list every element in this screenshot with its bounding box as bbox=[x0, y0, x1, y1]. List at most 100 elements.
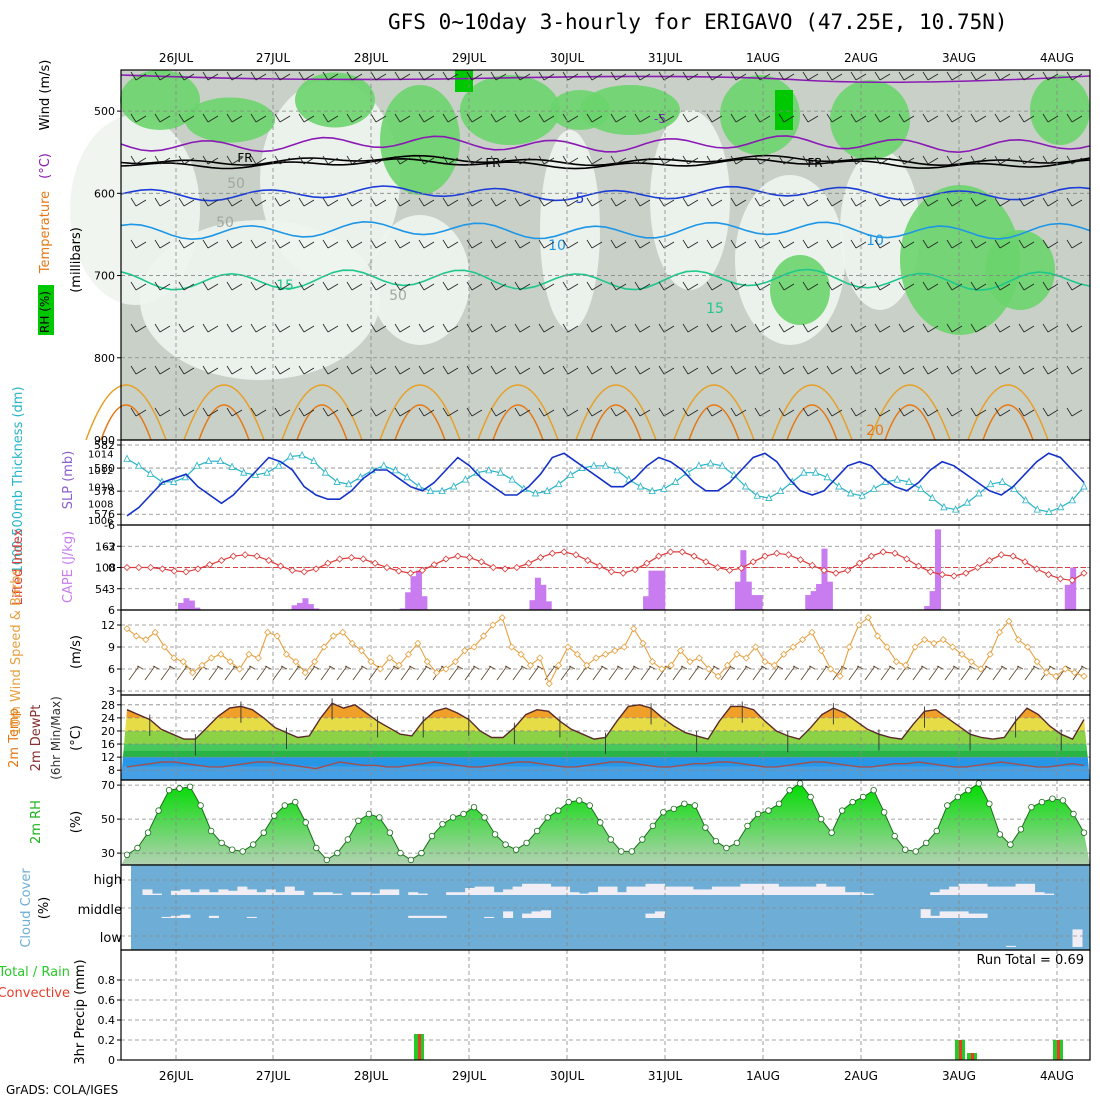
lifted-index-marker bbox=[832, 569, 840, 577]
thickness-marker bbox=[951, 505, 960, 513]
wind-speed-marker bbox=[770, 661, 778, 669]
wind-speed-marker bbox=[761, 658, 769, 666]
wind-speed-marker bbox=[667, 661, 675, 669]
wind-barb bbox=[466, 155, 483, 165]
rh-marker bbox=[271, 812, 278, 819]
wind-barb bbox=[730, 281, 747, 291]
contour-label: 50 bbox=[227, 176, 245, 192]
wind-barb bbox=[922, 407, 939, 417]
wind-barb bbox=[514, 239, 531, 249]
wind-barb bbox=[130, 323, 147, 333]
surface-wind-barb bbox=[128, 665, 144, 681]
isotherm-line bbox=[967, 384, 1049, 441]
lifted-index-marker bbox=[690, 552, 698, 560]
lifted-index-marker bbox=[725, 566, 734, 574]
wind-barb bbox=[274, 281, 291, 291]
cloud-bar-high bbox=[351, 892, 362, 895]
temp-band bbox=[121, 766, 1090, 780]
thickness-marker bbox=[508, 475, 516, 483]
wind-barb bbox=[898, 113, 915, 123]
cloud-bar-high bbox=[778, 886, 789, 895]
lifted-index-marker bbox=[1056, 575, 1064, 583]
precip-axis-label: 3hr Precip (mm) bbox=[73, 959, 88, 1064]
wind-barb bbox=[682, 239, 699, 249]
x-tick-label-bottom: 30JUL bbox=[550, 1069, 585, 1083]
precip-tick-label: 0.4 bbox=[98, 1014, 116, 1027]
thickness-marker bbox=[566, 470, 575, 478]
wind-barb bbox=[922, 197, 939, 207]
rh-marker bbox=[365, 810, 373, 818]
wind-barb bbox=[202, 407, 219, 417]
wind-speed-marker bbox=[423, 658, 431, 666]
wind-barb bbox=[322, 197, 339, 207]
surface-wind-barb bbox=[592, 665, 608, 681]
wind-speed-marker bbox=[1061, 665, 1069, 673]
lifted-tick-label: 0 bbox=[108, 562, 115, 575]
thickness-marker bbox=[660, 484, 668, 492]
wind-barb bbox=[898, 155, 915, 165]
pressure-tick-label: 700 bbox=[94, 270, 115, 283]
surface-wind-barb bbox=[208, 665, 224, 681]
isotherm-line bbox=[492, 404, 544, 441]
rh-marker bbox=[859, 793, 867, 801]
wind-barb bbox=[658, 407, 675, 417]
wind-barb bbox=[202, 71, 219, 81]
wind-barb bbox=[346, 323, 363, 333]
wind-barb bbox=[250, 407, 267, 417]
cape-bar bbox=[297, 602, 304, 610]
wind-barb bbox=[658, 155, 675, 165]
wind-barb bbox=[370, 281, 387, 291]
wind-barb bbox=[754, 197, 771, 207]
thickness-marker bbox=[543, 486, 551, 495]
wind-barb bbox=[466, 323, 483, 333]
surface-wind-barb bbox=[640, 665, 656, 681]
cloud-bar-high bbox=[1034, 892, 1045, 895]
thickness-marker bbox=[1021, 495, 1030, 504]
precip-convective-bar bbox=[959, 1040, 962, 1060]
surface-wind-barb bbox=[320, 665, 336, 681]
cape-bar bbox=[183, 598, 190, 610]
wind-barb bbox=[970, 113, 987, 123]
wind-barb bbox=[970, 197, 987, 207]
cape-bar bbox=[935, 529, 942, 610]
isotherm-line bbox=[198, 404, 250, 441]
wind-speed-marker bbox=[752, 643, 760, 651]
thickness-marker bbox=[345, 479, 353, 488]
rh-marker bbox=[249, 841, 257, 848]
rh-marker bbox=[902, 846, 909, 853]
rh-marker bbox=[618, 848, 625, 855]
precip-convective-label: Convective bbox=[0, 986, 70, 1001]
wind-barb bbox=[538, 323, 555, 333]
wind-barb bbox=[1066, 281, 1083, 291]
thickness-marker bbox=[321, 468, 330, 476]
x-tick-label-bottom: 4AUG bbox=[1040, 1069, 1074, 1083]
lifted-index-marker bbox=[1009, 552, 1017, 560]
cape-bar bbox=[540, 584, 547, 610]
rh-marker bbox=[1059, 797, 1067, 804]
rh2m-axis-label: 2m RH bbox=[29, 800, 44, 844]
wind-barb bbox=[802, 155, 819, 165]
rh-axis-label: RH (%) bbox=[38, 291, 52, 333]
cloud-bar-high bbox=[246, 889, 257, 895]
cloud-bar-middle bbox=[436, 915, 447, 918]
cloud-bar-high bbox=[522, 883, 533, 895]
isotherm-line bbox=[869, 384, 951, 441]
wind-barb bbox=[418, 281, 435, 291]
wind-barb bbox=[1018, 239, 1035, 249]
thickness-marker bbox=[975, 489, 983, 497]
wind-speed-marker bbox=[461, 647, 469, 655]
cape-bar bbox=[826, 581, 833, 610]
thickness-marker bbox=[963, 498, 971, 506]
lifted-index-marker bbox=[879, 548, 887, 556]
wind-barb bbox=[202, 113, 219, 123]
lifted-index-marker bbox=[170, 567, 178, 575]
wind-barb bbox=[514, 197, 531, 207]
wind-barb bbox=[370, 155, 387, 165]
rh-marker bbox=[1049, 795, 1056, 802]
cloud-bar-high bbox=[816, 883, 827, 895]
cloud-bar-low bbox=[1072, 929, 1083, 947]
wind-barb bbox=[874, 281, 891, 291]
thickness-tick-label: 580 bbox=[94, 462, 115, 475]
cloud-bar-high bbox=[474, 886, 485, 895]
wind-barb bbox=[610, 197, 627, 207]
